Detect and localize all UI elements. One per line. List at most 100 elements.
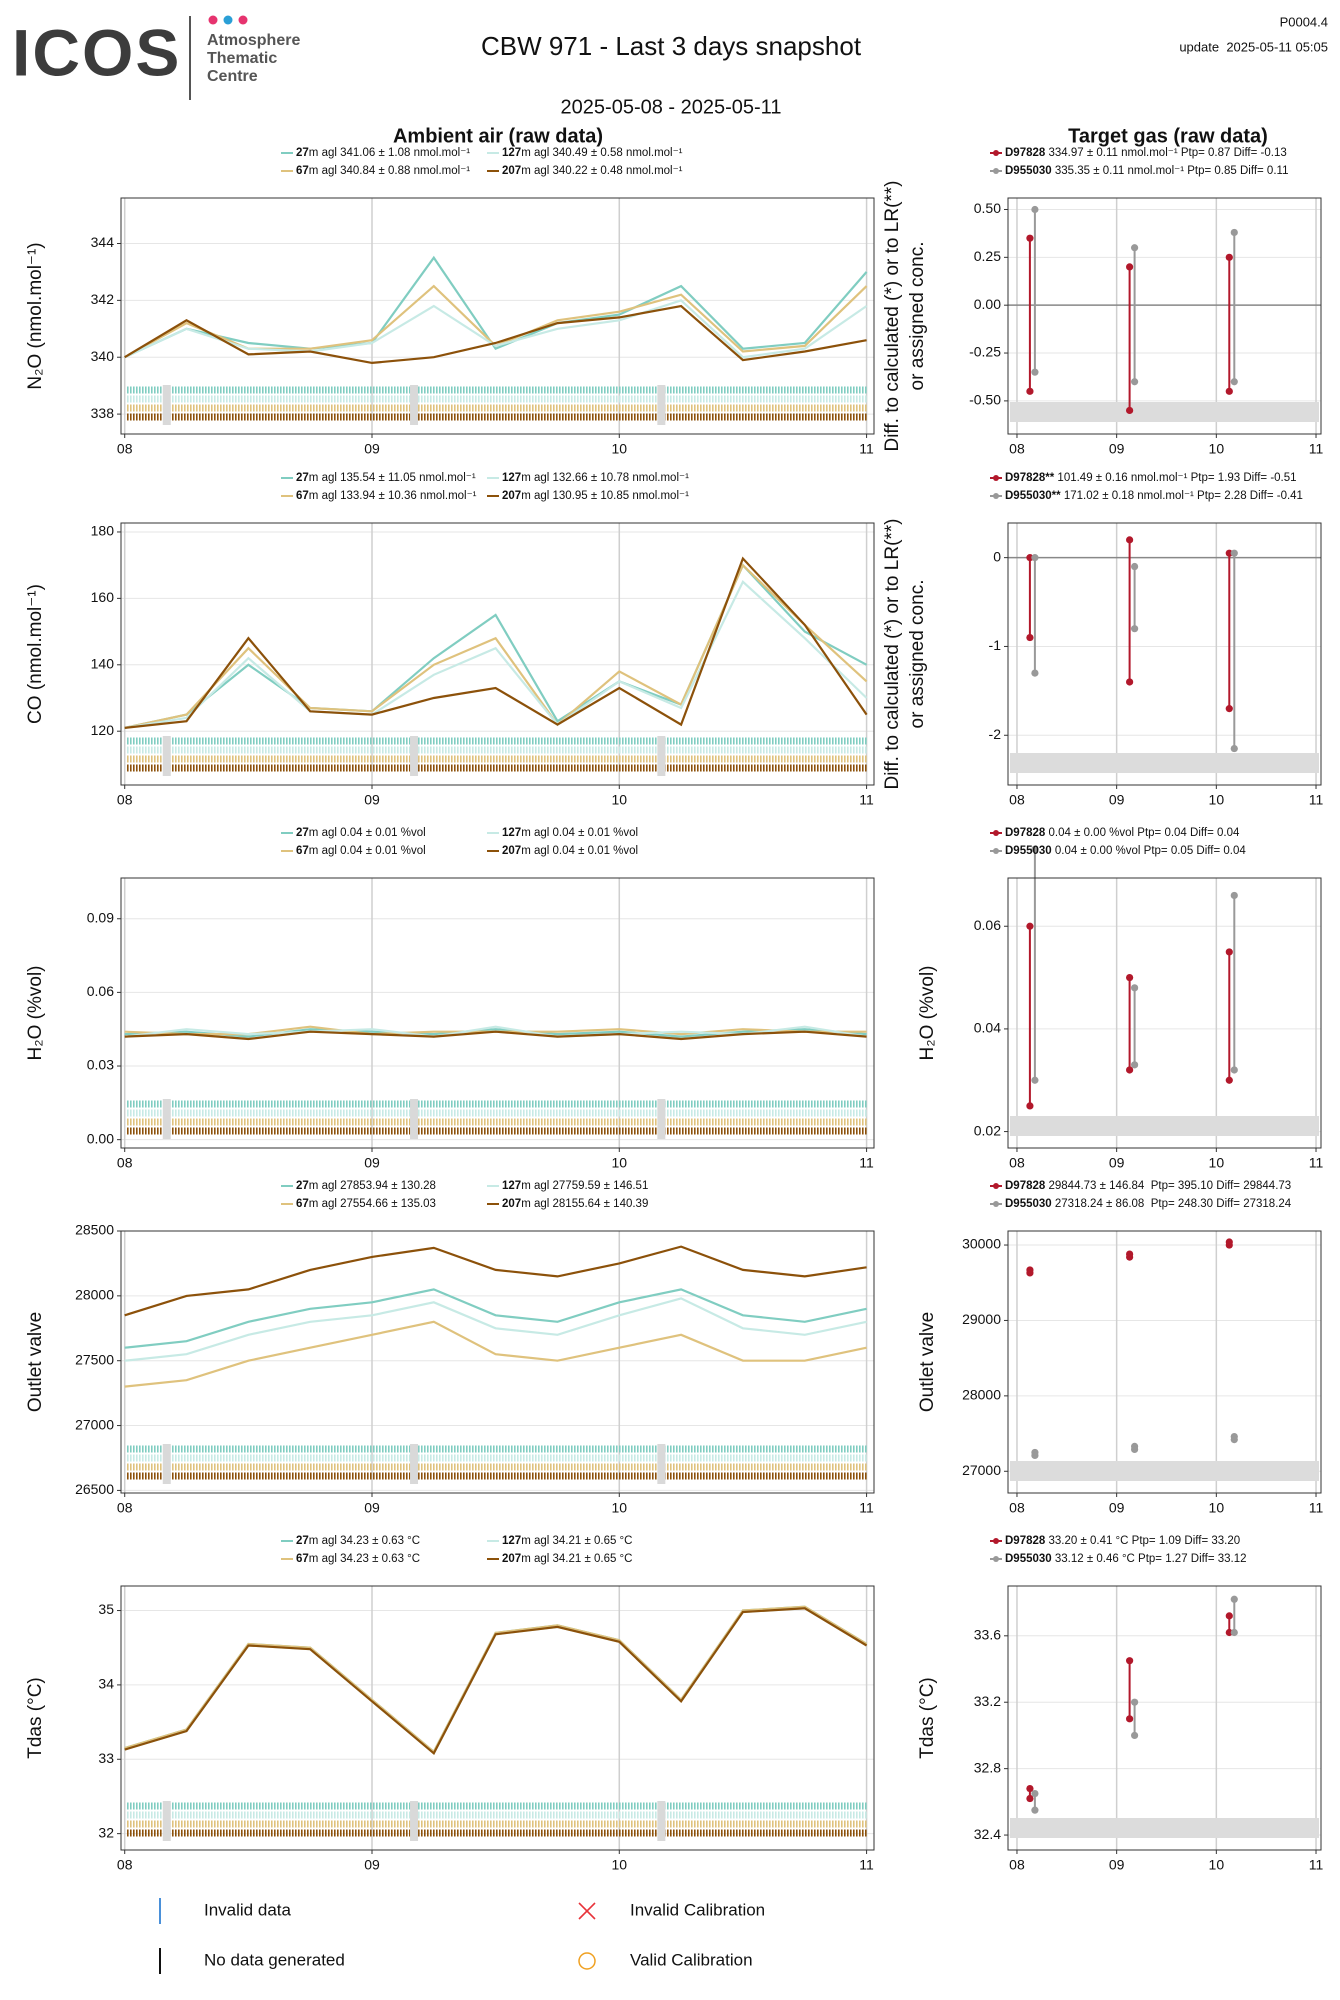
data-point xyxy=(1225,549,1233,557)
series-line xyxy=(124,255,868,359)
key-label: Invalid data xyxy=(204,1900,291,1919)
legend-entry: 27m agl 34.23 ± 0.63 °C xyxy=(296,1535,420,1547)
x-tick-label: 09 xyxy=(1109,1500,1125,1516)
x-tick-label: 11 xyxy=(1309,441,1324,457)
legend-entry: D97828 33.20 ± 0.41 °C Ptp= 1.09 Diff= 3… xyxy=(1005,1535,1240,1547)
x-tick-label: 11 xyxy=(859,792,874,808)
y-tick-label: 0.09 xyxy=(87,909,114,925)
legend-entry: 27m agl 341.06 ± 1.08 nmol.mol⁻¹ xyxy=(296,147,470,159)
legend-label: m agl 34.23 ± 0.63 °C xyxy=(309,1535,420,1547)
data-point xyxy=(1225,387,1233,395)
plot-area xyxy=(1008,523,1321,785)
series-range xyxy=(1028,926,1231,1106)
y-tick-label: 340 xyxy=(91,348,115,364)
x-tick-label: 11 xyxy=(859,1155,874,1171)
legend-label: 0.04 ± 0.00 %vol Ptp= 0.05 Diff= 0.04 xyxy=(1052,845,1247,857)
y-tick-label: 27000 xyxy=(962,1462,1001,1478)
legend-entry: 207m agl 340.22 ± 0.48 nmol.mol⁻¹ xyxy=(502,165,683,177)
legend-entry: D97828** 101.49 ± 0.16 nmol.mol⁻¹ Ptp= 1… xyxy=(1005,472,1297,484)
plot-frame xyxy=(120,197,875,435)
x-tick-label: 11 xyxy=(1309,1857,1324,1873)
y-tick-label: 33 xyxy=(98,1750,114,1766)
data-point xyxy=(1126,973,1134,982)
data-point xyxy=(1230,1595,1238,1603)
flag-gap xyxy=(162,385,171,425)
legend-name: 67 xyxy=(296,1553,309,1565)
y-tick-label: 33.6 xyxy=(974,1627,1001,1643)
logo-line: Atmosphere xyxy=(207,32,300,49)
plot-frame xyxy=(1007,522,1322,786)
legend-entry: 67m agl 34.23 ± 0.63 °C xyxy=(296,1553,420,1565)
x-tick-label: 09 xyxy=(1109,792,1125,808)
series-line xyxy=(124,579,868,729)
x-tick-label: 10 xyxy=(1209,1155,1225,1171)
y-axis-label: Diff. to calculated (*) or to LR(**) xyxy=(882,180,903,451)
flag-gap xyxy=(657,1099,666,1139)
y-axis-label: CO (nmol.mol⁻¹) xyxy=(25,584,46,724)
legend-label: 29844.73 ± 146.84 Ptp= 395.10 Diff= 2984… xyxy=(1045,1180,1291,1192)
legend-entry: 127m agl 340.49 ± 0.58 nmol.mol⁻¹ xyxy=(502,147,683,159)
series-line xyxy=(124,556,868,729)
data-point xyxy=(1126,536,1134,544)
data-point xyxy=(1230,891,1238,900)
legend-entry: D955030 0.04 ± 0.00 %vol Ptp= 0.05 Diff=… xyxy=(1005,845,1246,857)
legend-swatch xyxy=(993,475,999,481)
y-tick-label: 27500 xyxy=(75,1351,114,1367)
page-title: CBW 971 - Last 3 days snapshot xyxy=(481,31,862,61)
x-tick-label: 11 xyxy=(1309,1155,1324,1171)
plot-area xyxy=(121,523,874,785)
data-point xyxy=(1026,1794,1034,1803)
y-tick-label: 160 xyxy=(91,589,115,605)
data-point xyxy=(1130,1442,1139,1450)
y-tick-label: 0.25 xyxy=(974,248,1001,264)
legend-label: 101.49 ± 0.16 nmol.mol⁻¹ Ptp= 1.93 Diff=… xyxy=(1054,472,1296,484)
x-tick-label: 08 xyxy=(117,1500,133,1516)
y-tick-label: 0.02 xyxy=(974,1122,1001,1138)
data-point xyxy=(1230,1432,1238,1441)
legend-label: m agl 27853.94 ± 130.28 xyxy=(309,1180,436,1192)
legend-entry: 27m agl 27853.94 ± 130.28 xyxy=(296,1180,436,1192)
legend-name: 207 xyxy=(502,1198,521,1210)
y-tick-label: 344 xyxy=(91,234,115,250)
y-axis-label: Diff. to calculated (*) or to LR(**) xyxy=(882,518,903,789)
y-tick-label: 0.06 xyxy=(87,983,114,999)
y-tick-label: 34 xyxy=(98,1676,114,1692)
key-icon xyxy=(578,1902,596,1920)
series-line xyxy=(124,1288,867,1349)
legend-entry: 207m agl 0.04 ± 0.01 %vol xyxy=(502,845,638,857)
legend-name: D97828 xyxy=(1005,1180,1046,1192)
flag-gap xyxy=(410,385,419,425)
legend-label: m agl 34.23 ± 0.63 °C xyxy=(309,1553,420,1565)
data-point xyxy=(1130,1731,1139,1740)
plot-frame xyxy=(1007,1230,1322,1494)
x-tick-label: 08 xyxy=(117,441,133,457)
series-line xyxy=(124,1605,868,1754)
x-tick-label: 10 xyxy=(1209,1500,1225,1516)
legend-label: 335.35 ± 0.11 nmol.mol⁻¹ Ptp= 0.85 Diff=… xyxy=(1052,165,1289,177)
series-range xyxy=(1033,1436,1236,1456)
legend-name: D97828** xyxy=(1005,472,1055,484)
legend-label: m agl 0.04 ± 0.01 %vol xyxy=(309,845,426,857)
legend-label: 33.20 ± 0.41 °C Ptp= 1.09 Diff= 33.20 xyxy=(1045,1535,1240,1547)
y-tick-label: 338 xyxy=(91,405,115,421)
series-range xyxy=(1033,553,1236,749)
legend-label: 33.12 ± 0.46 °C Ptp= 1.27 Diff= 33.12 xyxy=(1052,1553,1247,1565)
series-range xyxy=(1033,1599,1236,1811)
key-label: Valid Calibration xyxy=(630,1950,753,1969)
flag-gap xyxy=(162,1801,171,1841)
legend-label: 171.02 ± 0.18 nmol.mol⁻¹ Ptp= 2.28 Diff=… xyxy=(1061,490,1303,502)
series-range xyxy=(1033,209,1236,382)
legend-entry: 207m agl 34.21 ± 0.65 °C xyxy=(502,1553,632,1565)
legend-name: 27 xyxy=(296,1180,309,1192)
flag-gap xyxy=(162,1444,171,1484)
code: P0004.4 xyxy=(1280,14,1328,29)
y-axis-label: or assigned conc. xyxy=(907,580,928,729)
legend-swatch xyxy=(993,1183,999,1189)
legend-label: m agl 133.94 ± 10.36 nmol.mol⁻¹ xyxy=(309,490,477,502)
legend-entry: D955030 335.35 ± 0.11 nmol.mol⁻¹ Ptp= 0.… xyxy=(1005,165,1288,177)
series-line xyxy=(124,1245,867,1317)
legend-label: 27318.24 ± 86.08 Ptp= 248.30 Diff= 27318… xyxy=(1052,1198,1292,1210)
x-tick-label: 08 xyxy=(1009,1155,1025,1171)
y-tick-label: 140 xyxy=(91,655,115,671)
x-tick-label: 09 xyxy=(1109,1857,1125,1873)
